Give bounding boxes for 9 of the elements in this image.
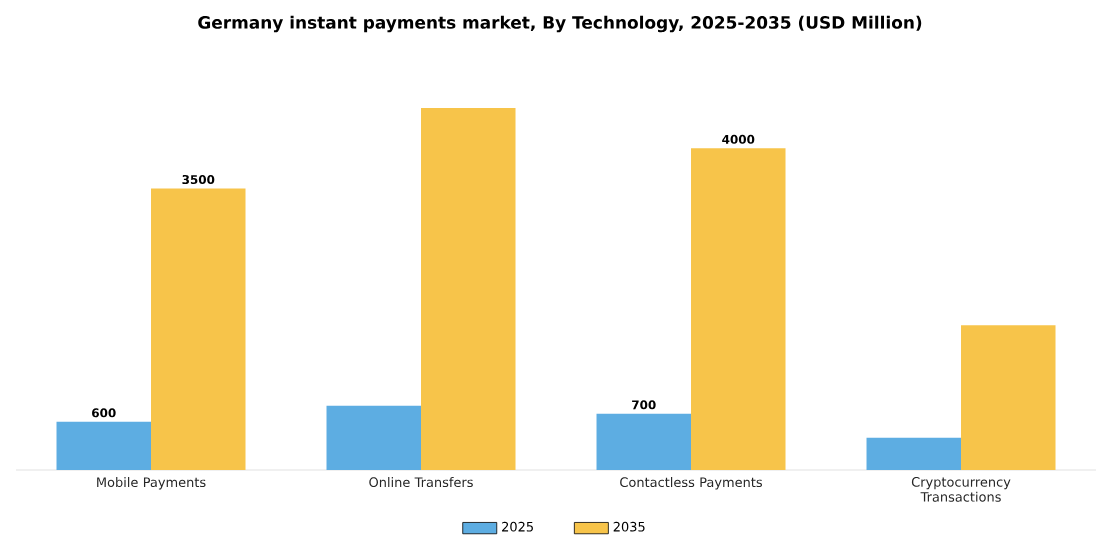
- bar: [421, 108, 516, 470]
- bar: [961, 325, 1056, 470]
- bar: [866, 437, 962, 470]
- bar: [326, 405, 422, 470]
- bar: [596, 413, 692, 470]
- bar: [151, 188, 246, 470]
- bar: [691, 148, 786, 470]
- bar: [56, 421, 152, 470]
- chart-title: Germany instant payments market, By Technology, 2025-2035 (USD Million): [198, 15, 922, 33]
